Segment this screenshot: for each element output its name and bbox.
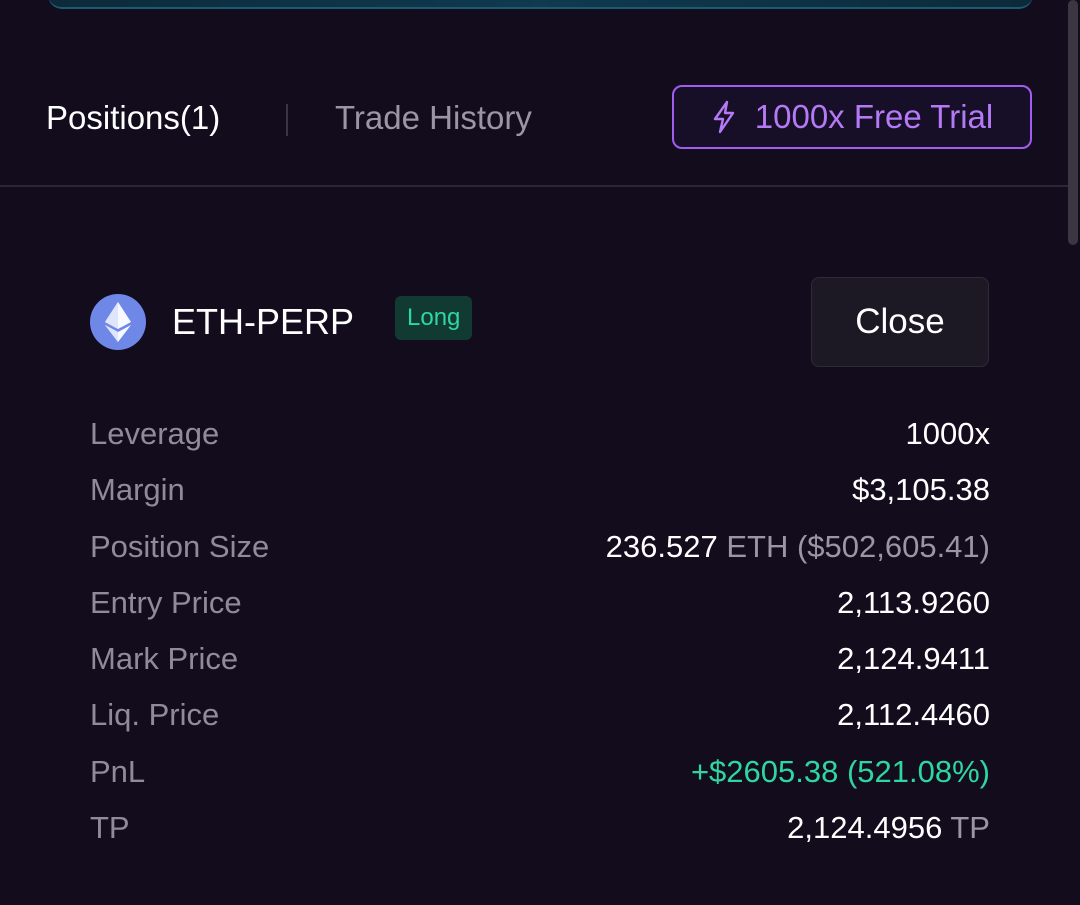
row-margin: Margin $3,105.38 — [90, 462, 990, 518]
margin-label: Margin — [90, 472, 185, 508]
tp-amount: 2,124.4956 — [787, 810, 943, 846]
pnl-label: PnL — [90, 753, 146, 789]
tabs-bar: Positions(1) Trade History 1000x Free Tr… — [0, 84, 1068, 152]
row-tp: TP 2,124.4956 TP — [90, 800, 990, 856]
tab-trade-history[interactable]: Trade History — [335, 99, 532, 136]
position-size-value: 236.527 ETH ($502,605.41) — [606, 519, 990, 575]
position-size-usd: ($502,605.41) — [796, 528, 990, 564]
lightning-icon — [713, 100, 734, 134]
row-position-size: Position Size 236.527 ETH ($502,605.41) — [90, 519, 990, 575]
tab-divider — [286, 104, 288, 136]
row-entry-price: Entry Price 2,113.9260 — [90, 575, 990, 631]
tp-unit: TP — [950, 810, 990, 846]
pnl-value: +$2605.38 (521.08%) — [690, 753, 990, 789]
liq-price-value: 2,112.4460 — [837, 697, 990, 733]
entry-price-label: Entry Price — [90, 584, 242, 620]
tp-label: TP — [90, 810, 130, 846]
row-liq-price: Liq. Price 2,112.4460 — [90, 687, 990, 743]
row-mark-price: Mark Price 2,124.9411 — [90, 631, 990, 687]
position-size-label: Position Size — [90, 528, 270, 564]
top-banner[interactable] — [48, 0, 1033, 9]
close-position-button[interactable]: Close — [811, 277, 989, 367]
divider — [0, 185, 1068, 187]
leverage-label: Leverage — [90, 416, 220, 451]
tp-value: 2,124.4956 TP — [787, 800, 990, 856]
row-pnl: PnL +$2605.38 (521.08%) — [90, 744, 990, 800]
mark-price-value: 2,124.9411 — [837, 641, 990, 677]
position-size-unit: ETH — [726, 528, 789, 564]
entry-price-value: 2,113.9260 — [837, 584, 990, 620]
liq-price-label: Liq. Price — [90, 697, 220, 733]
position-size-amount: 236.527 — [605, 528, 718, 564]
row-leverage: Leverage 1000x — [90, 406, 990, 462]
side-badge: Long — [395, 296, 473, 340]
tab-positions[interactable]: Positions(1) — [46, 99, 221, 136]
position-header: ETH-PERP Long Close — [90, 276, 990, 368]
position-symbol: ETH-PERP — [172, 301, 355, 342]
free-trial-label: 1000x Free Trial — [754, 98, 994, 135]
free-trial-button[interactable]: 1000x Free Trial — [672, 85, 1032, 149]
ethereum-icon — [90, 294, 146, 350]
position-details: Leverage 1000x Margin $3,105.38 Position… — [90, 406, 990, 856]
mark-price-label: Mark Price — [90, 641, 239, 677]
margin-value: $3,105.38 — [852, 472, 990, 508]
scrollbar[interactable] — [1068, 0, 1078, 245]
leverage-value: 1000x — [905, 416, 990, 451]
